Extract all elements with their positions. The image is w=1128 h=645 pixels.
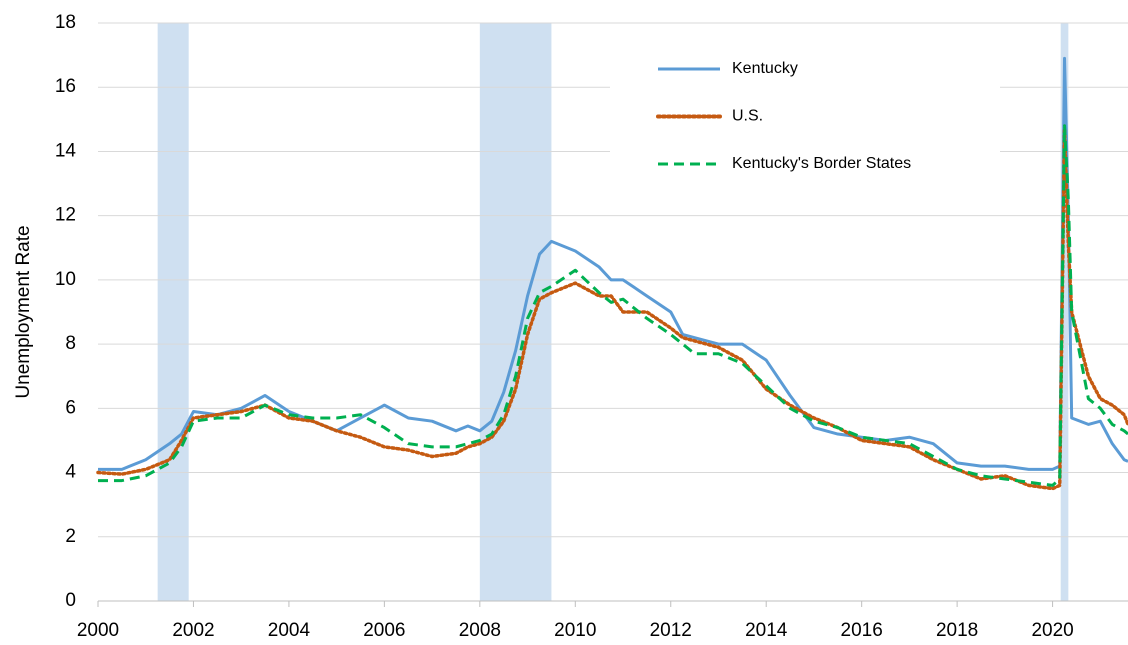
legend-label: Kentucky's Border States — [732, 155, 911, 172]
legend-label: U.S. — [732, 108, 763, 125]
x-tick-label: 2000 — [77, 620, 119, 641]
y-tick-label: 16 — [55, 76, 76, 97]
y-tick-label: 18 — [55, 12, 76, 33]
recession-band — [157, 23, 189, 601]
y-tick-label: 10 — [55, 269, 76, 290]
x-tick-label: 2012 — [650, 620, 692, 641]
y-tick-label: 12 — [55, 205, 76, 226]
recession-band — [1060, 23, 1069, 601]
y-tick-label: 6 — [65, 397, 76, 418]
y-tick-label: 8 — [65, 333, 76, 354]
x-tick-label: 2020 — [1031, 620, 1073, 641]
y-tick-label: 14 — [55, 140, 77, 161]
series-line — [96, 127, 1128, 491]
x-tick-label: 2006 — [363, 620, 405, 641]
x-tick-label: 2014 — [745, 620, 788, 641]
y-tick-label: 4 — [65, 462, 76, 483]
x-tick-label: 2004 — [268, 620, 311, 641]
legend: Kentucky U.S. Kentucky's Border States — [610, 45, 1000, 190]
recession-band — [479, 23, 552, 601]
x-tick-label: 2008 — [459, 620, 501, 641]
legend-label: Kentucky — [732, 60, 798, 77]
x-tick-label: 2010 — [554, 620, 596, 641]
y-axis-label: Unemployment Rate — [13, 225, 34, 398]
y-tick-label: 0 — [65, 590, 76, 611]
x-tick-label: 2018 — [936, 620, 978, 641]
series-line — [98, 124, 1128, 487]
x-tick-label: 2016 — [841, 620, 883, 641]
y-tick-label: 2 — [65, 526, 76, 547]
x-tick-label: 2002 — [172, 620, 214, 641]
